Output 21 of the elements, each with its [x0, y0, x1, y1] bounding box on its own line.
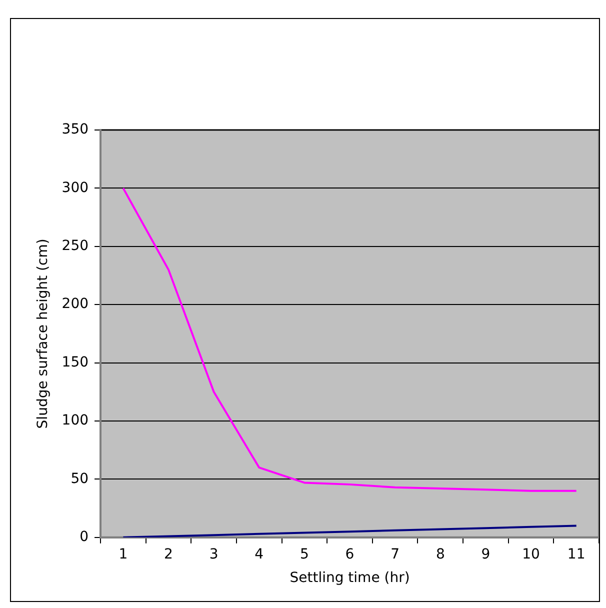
y-tick-label: 200: [62, 296, 89, 312]
x-tick-label: 4: [254, 546, 264, 562]
x-tick-label: 9: [481, 546, 490, 562]
x-tick-label: 7: [390, 546, 400, 562]
y-tick-label: 0: [80, 529, 89, 546]
y-tick-label: 100: [62, 412, 89, 429]
x-tick-label: 10: [522, 546, 540, 562]
x-tick-label: 5: [300, 546, 309, 562]
x-axis-title: Settling time (hr): [290, 570, 410, 586]
y-axis-title: Sludge surface height (cm): [35, 238, 52, 429]
x-tick-label: 6: [345, 546, 354, 562]
y-tick-label: 150: [62, 354, 89, 370]
x-tick-label: 3: [209, 546, 218, 562]
x-tick-label: 1: [118, 546, 128, 562]
x-tick-label: 11: [567, 546, 586, 562]
y-tick-label: 250: [62, 238, 89, 254]
y-tick-label: 300: [62, 180, 89, 196]
y-tick-label: 50: [70, 470, 89, 487]
x-tick-label: 8: [436, 546, 445, 562]
x-tick-label: 2: [164, 546, 173, 562]
y-tick-label: 350: [62, 122, 89, 138]
